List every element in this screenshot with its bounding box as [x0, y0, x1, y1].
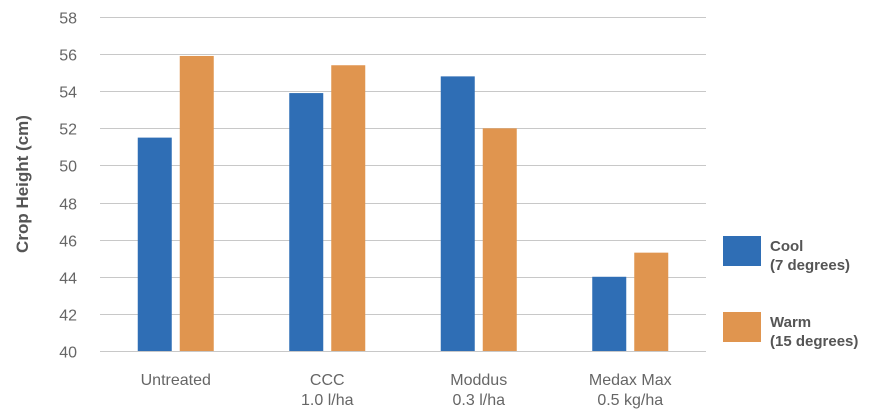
- legend-swatch: [723, 312, 761, 342]
- bar-warm: [634, 252, 669, 351]
- category-sublabel: 0.5 kg/ha: [597, 392, 663, 409]
- y-axis-title: Crop Height (cm): [13, 115, 32, 253]
- x-axis-categories: Untreated CCC 1.0 l/ha Moddus 0.3 l/ha Medax …: [141, 372, 672, 409]
- y-tick-label: 56: [59, 48, 77, 65]
- bar-cool: [289, 93, 324, 352]
- y-tick-label: 40: [59, 345, 77, 362]
- category-label: CCC: [310, 372, 345, 389]
- bar-cool: [592, 276, 627, 351]
- y-tick-label: 58: [59, 11, 77, 28]
- category-sublabel: 1.0 l/ha: [301, 392, 354, 409]
- legend-sublabel: (7 degrees): [770, 257, 850, 274]
- bar-warm: [482, 128, 517, 351]
- bar-warm: [331, 65, 366, 351]
- legend: Cool (7 degrees) Warm (15 degrees): [723, 236, 858, 350]
- bar-warm: [179, 55, 214, 351]
- bar-cool: [440, 76, 475, 351]
- y-tick-label: 46: [59, 234, 77, 251]
- y-tick-label: 48: [59, 197, 77, 214]
- bars: [137, 55, 669, 352]
- category-sublabel: 0.3 l/ha: [453, 392, 506, 409]
- y-tick-label: 52: [59, 122, 77, 139]
- legend-swatch: [723, 236, 761, 266]
- y-axis-ticks: 40 42 44 46 48 50 52 54 56 58: [59, 11, 77, 362]
- y-tick-label: 44: [59, 271, 77, 288]
- legend-label: Warm: [770, 314, 811, 331]
- category-label: Medax Max: [589, 372, 672, 389]
- bar-cool: [137, 137, 172, 351]
- y-tick-label: 54: [59, 85, 77, 102]
- legend-label: Cool: [770, 238, 803, 255]
- y-tick-label: 50: [59, 159, 77, 176]
- y-tick-label: 42: [59, 308, 77, 325]
- category-label: Untreated: [141, 372, 211, 389]
- legend-sublabel: (15 degrees): [770, 333, 858, 350]
- category-label: Moddus: [450, 372, 507, 389]
